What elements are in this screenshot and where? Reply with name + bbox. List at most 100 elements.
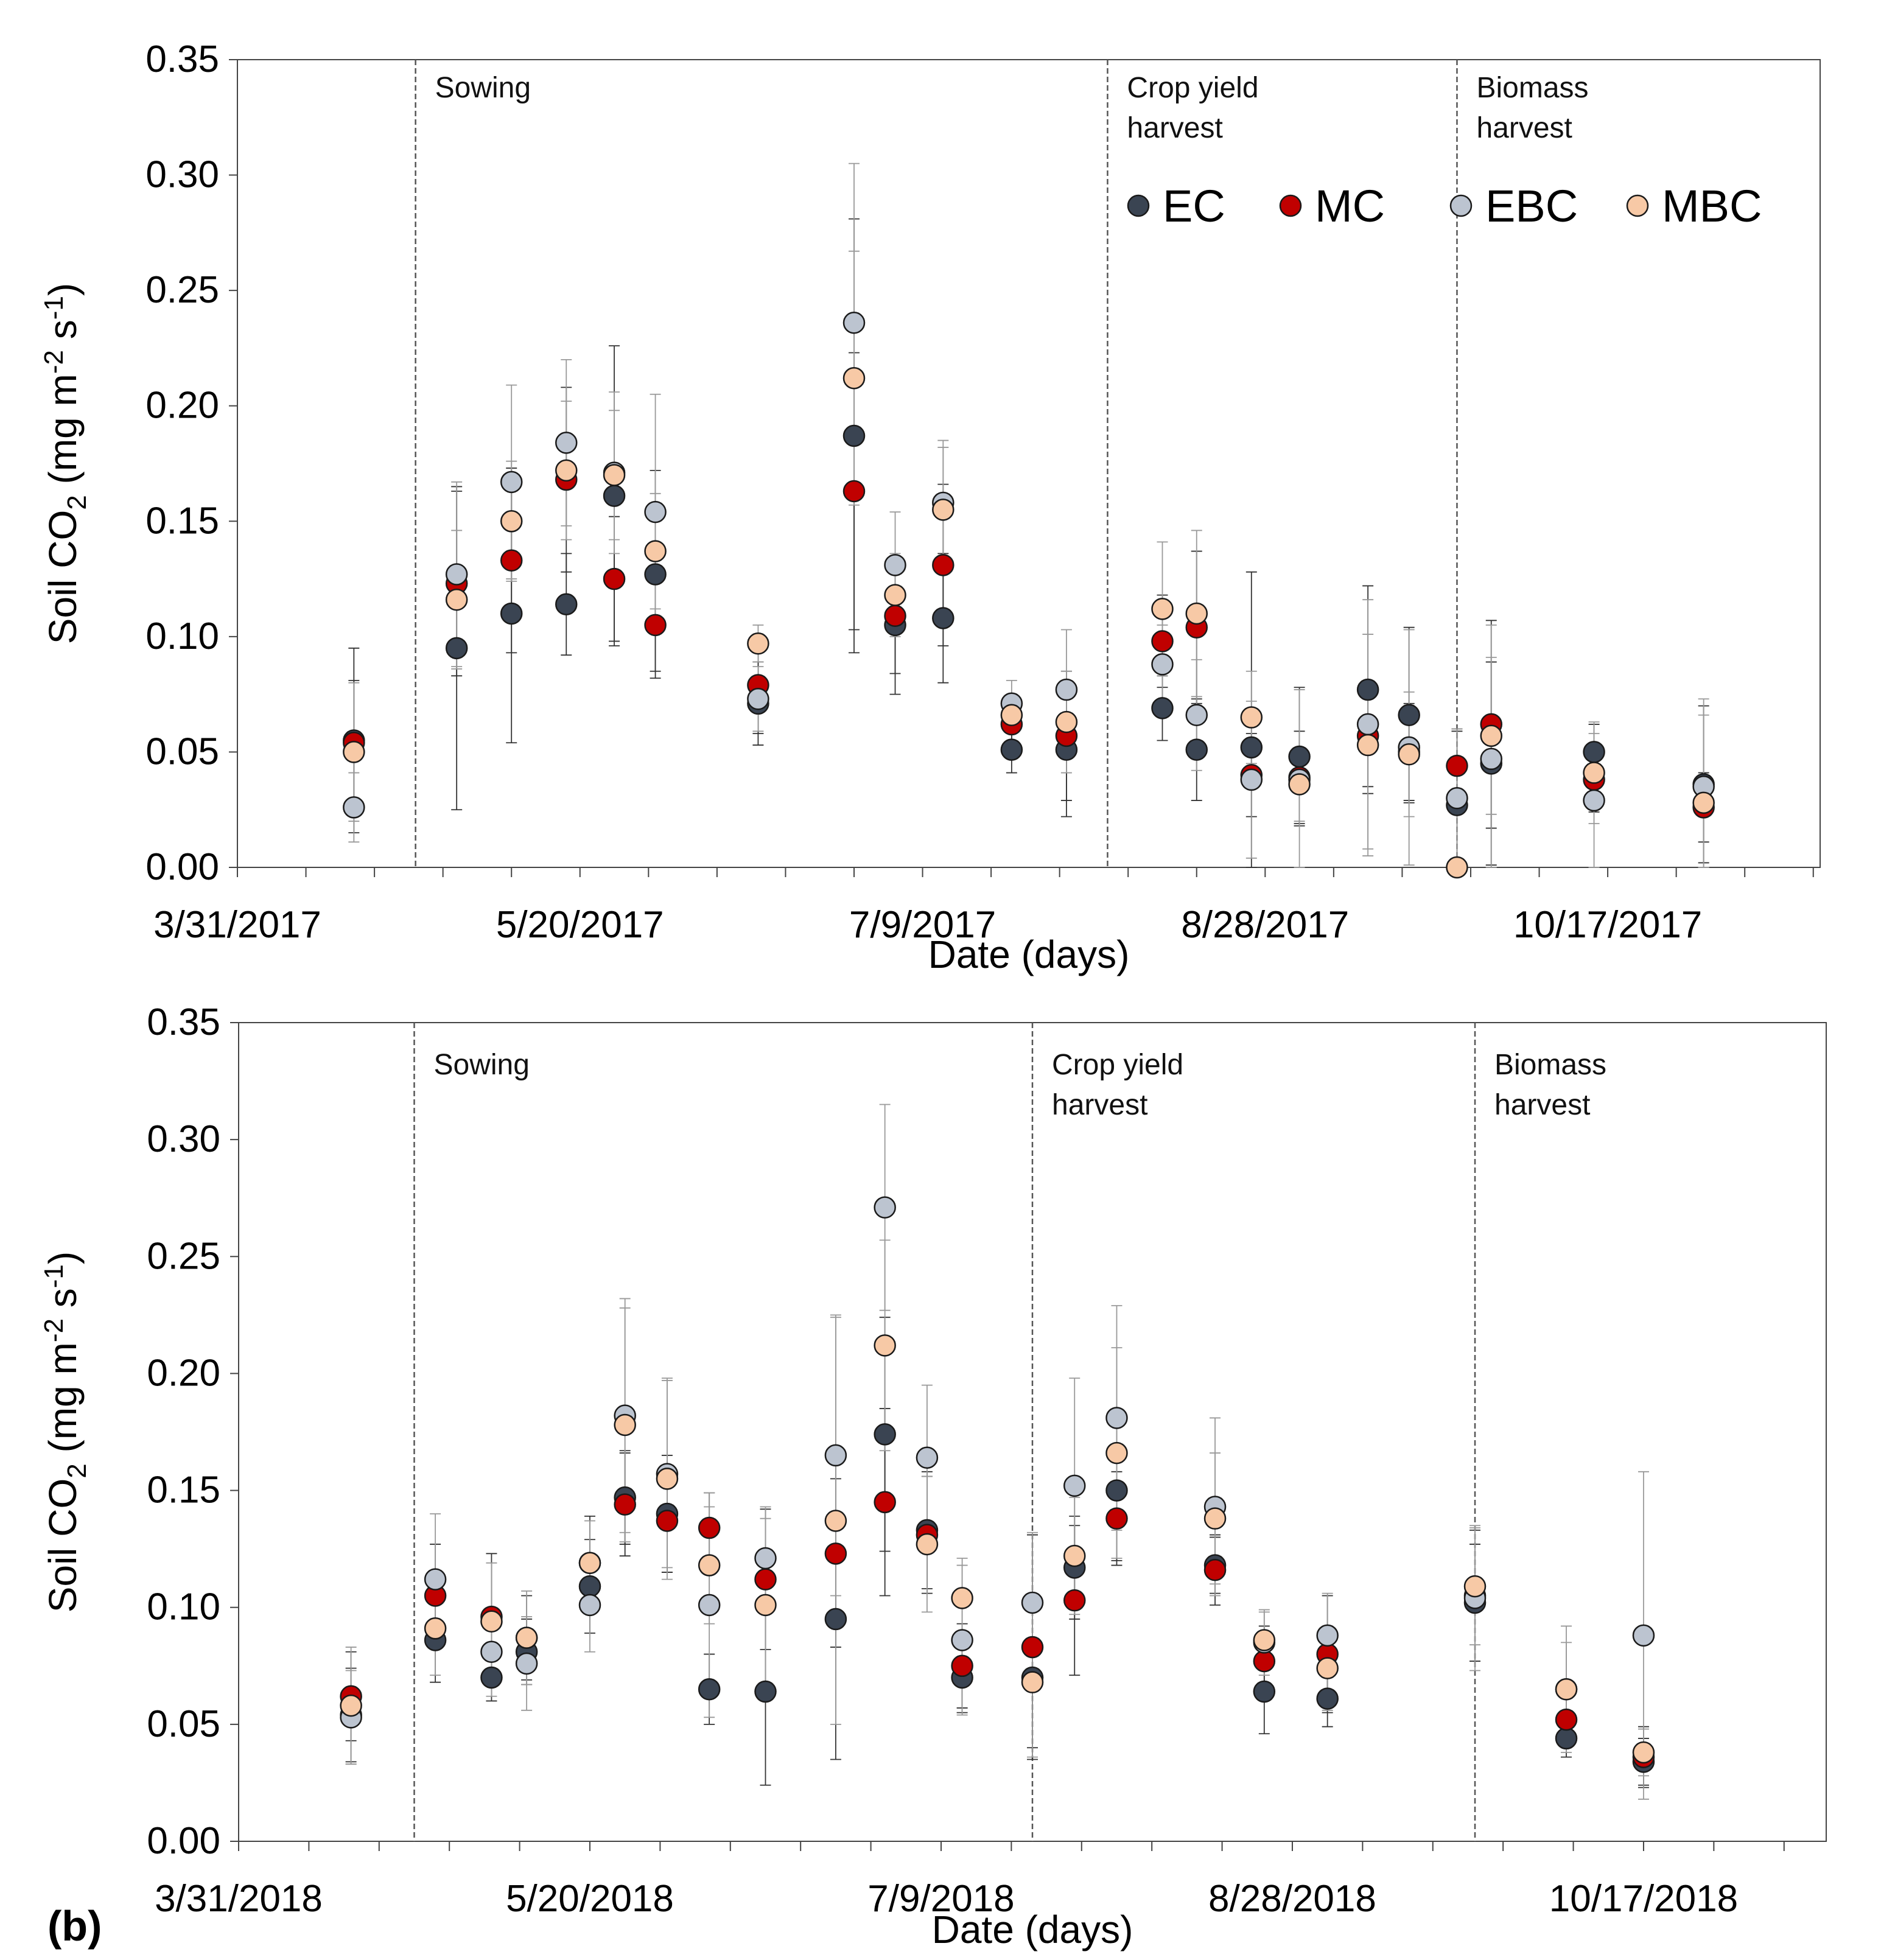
data-point-ec <box>1151 697 1174 719</box>
y-tick-label: 0.10 <box>147 1586 220 1628</box>
event-label: harvest <box>1127 112 1222 144</box>
y-tick-label: 0.10 <box>145 615 219 657</box>
data-point-mbc <box>515 1626 538 1649</box>
data-point-mbc <box>842 366 866 390</box>
data-point-ec <box>754 1680 777 1703</box>
data-point-ebc <box>747 687 769 710</box>
data-point-ebc <box>1063 1474 1086 1497</box>
data-point-ebc <box>1316 1624 1339 1647</box>
data-point-mbc <box>747 632 769 655</box>
data-point-ebc <box>884 554 906 576</box>
data-point-mbc <box>1240 706 1263 729</box>
data-point-mbc <box>1105 1441 1128 1465</box>
y-tick-label: 0.35 <box>145 38 219 80</box>
legend-marker <box>1449 194 1473 217</box>
data-point-ebc <box>343 796 365 819</box>
event-label: harvest <box>1476 112 1572 144</box>
data-point-mc <box>824 1542 847 1565</box>
chart-panel-2018: 0.00 0.05 0.10 0.15 0.20 0.25 0.30 0.35 3/31/201… <box>39 1001 1827 1951</box>
data-point-mbc <box>1632 1741 1655 1764</box>
data-point-mbc <box>1055 710 1078 733</box>
y-tick-label: 0.05 <box>147 1703 220 1745</box>
y-tick-label: 0.15 <box>147 1469 220 1511</box>
data-point-ebc <box>555 432 578 454</box>
data-point-mc <box>1063 1589 1086 1612</box>
data-point-ebc <box>874 1196 896 1219</box>
x-tick-label: 5/20/2018 <box>506 1878 674 1920</box>
data-point-ec <box>445 637 468 660</box>
event-label: Sowing <box>433 1049 529 1081</box>
data-point-mbc <box>1555 1678 1578 1701</box>
y-tick-label: 0.35 <box>147 1001 220 1043</box>
data-point-mbc <box>754 1594 777 1617</box>
data-point-mbc <box>445 588 468 611</box>
data-point-ec <box>842 424 866 447</box>
data-point-mbc <box>656 1468 679 1490</box>
data-point-mbc <box>1356 733 1379 757</box>
data-point-mc <box>1021 1636 1044 1659</box>
y-tick-label: 0.15 <box>145 500 219 542</box>
data-point-ec <box>698 1678 721 1701</box>
data-point-mbc <box>1253 1629 1276 1651</box>
legend-marker <box>1626 194 1649 217</box>
data-point-mbc <box>578 1552 601 1574</box>
data-point-ebc <box>698 1594 721 1617</box>
data-point-mc <box>842 480 866 503</box>
x-tick-label: 5/20/2017 <box>496 904 664 946</box>
data-point-mbc <box>1288 773 1311 796</box>
y-tick-label: 0.20 <box>147 1352 220 1394</box>
data-point-ebc <box>824 1444 847 1467</box>
x-tick-label: 7/9/2017 <box>849 904 996 946</box>
data-point-ebc <box>578 1594 601 1617</box>
data-point-ebc <box>1632 1624 1655 1647</box>
data-point-ebc <box>480 1640 503 1663</box>
data-point-ec <box>932 607 955 629</box>
y-axis-title: Soil CO2 (mg m-2 s-1) <box>39 283 92 644</box>
data-point-mbc <box>1151 598 1174 620</box>
data-point-ebc <box>1480 747 1502 771</box>
data-point-mbc <box>916 1533 939 1556</box>
data-point-mbc <box>698 1554 721 1577</box>
y-tick-label: 0.30 <box>145 154 219 196</box>
data-point-ec <box>480 1666 503 1689</box>
data-point-ebc <box>1356 713 1379 736</box>
data-point-mbc <box>884 584 906 606</box>
data-point-mc <box>644 614 667 637</box>
data-point-ec <box>1288 745 1311 768</box>
data-point-ec <box>578 1575 601 1598</box>
panel-b-label: (b) <box>47 1902 102 1950</box>
data-point-ec <box>874 1423 896 1446</box>
x-tick-label: 8/28/2018 <box>1208 1878 1376 1920</box>
data-point-ec <box>1105 1479 1128 1502</box>
data-point-mbc <box>951 1587 973 1609</box>
data-point-ebc <box>445 563 468 586</box>
data-point-ebc <box>1021 1591 1044 1614</box>
x-tick-label: 3/31/2018 <box>155 1878 323 1920</box>
data-point-mbc <box>1000 704 1023 727</box>
data-point-ebc <box>424 1568 447 1591</box>
data-point-ec <box>644 563 667 586</box>
data-point-ec <box>1240 736 1263 759</box>
y-tick-label: 0.00 <box>145 846 219 888</box>
data-point-ebc <box>515 1652 538 1675</box>
data-point-mbc <box>340 1694 362 1717</box>
data-point-mbc <box>1185 602 1208 625</box>
data-point-ebc <box>1055 678 1078 701</box>
data-point-mc <box>603 567 626 590</box>
data-point-ec <box>1316 1687 1339 1710</box>
data-point-mbc <box>1316 1657 1339 1679</box>
data-point-mbc <box>824 1510 847 1532</box>
data-point-mbc <box>343 741 365 763</box>
data-point-ebc <box>754 1547 777 1570</box>
data-point-mc <box>884 604 906 627</box>
data-point-ebc <box>1583 789 1605 812</box>
legend-label: EBC <box>1485 181 1578 231</box>
data-point-ebc <box>916 1446 939 1469</box>
data-point-mc <box>656 1510 679 1532</box>
data-point-mc <box>614 1493 636 1516</box>
legend-marker <box>1127 194 1150 217</box>
event-label: Crop yield <box>1127 72 1258 104</box>
x-axis-title: Date (days) <box>928 933 1130 976</box>
data-point-mbc <box>1063 1544 1086 1567</box>
